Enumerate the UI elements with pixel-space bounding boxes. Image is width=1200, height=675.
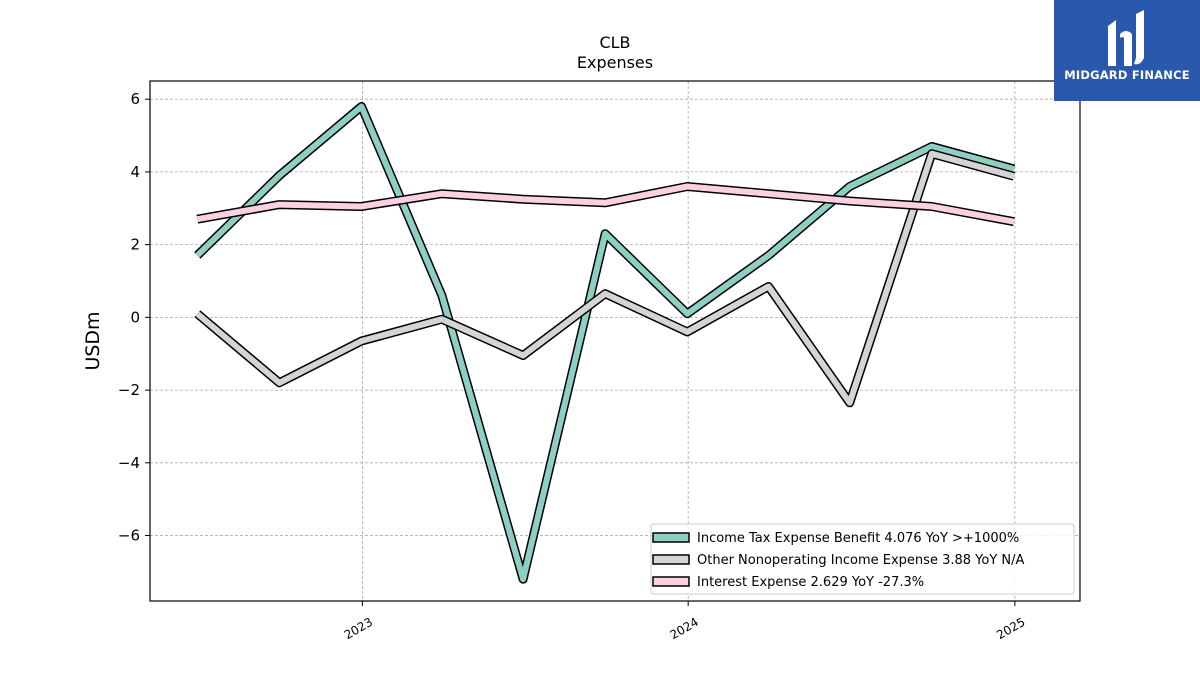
- legend-swatch-2: [652, 554, 690, 565]
- x-tick-label: 2023: [342, 615, 375, 642]
- y-tick-label: −4: [118, 454, 140, 472]
- y-tick-label: 6: [130, 90, 140, 108]
- y-tick-label: −2: [118, 381, 140, 399]
- series-line-2: [195, 150, 1015, 406]
- chart-title: CLB: [599, 33, 630, 52]
- series-line-3: [196, 183, 1015, 225]
- legend-box: [650, 523, 1075, 595]
- legend-label-1: Income Tax Expense Benefit 4.076 YoY >+1…: [697, 531, 1019, 546]
- x-tick-label: 2025: [994, 615, 1027, 642]
- series-outline-1: [194, 102, 1016, 584]
- logo-mark-icon: [1108, 10, 1144, 66]
- legend-swatch-3: [652, 576, 690, 587]
- y-tick-label: 0: [130, 308, 140, 326]
- y-tick-label: −6: [118, 527, 140, 545]
- series-line-1: [195, 103, 1015, 583]
- legend-swatch-1: [652, 532, 690, 543]
- logo-text: MIDGARD FINANCE: [1064, 68, 1190, 82]
- legend-label-2: Other Nonoperating Income Expense 3.88 Y…: [697, 553, 1025, 568]
- y-axis-label: USDm: [82, 311, 104, 370]
- chart-subtitle: Expenses: [577, 53, 653, 72]
- y-tick-label: 4: [130, 163, 140, 181]
- legend-label-3: Interest Expense 2.629 YoY -27.3%: [697, 575, 924, 590]
- brand-logo: MIDGARD FINANCE: [1054, 0, 1200, 101]
- legend: Income Tax Expense Benefit 4.076 YoY >+1…: [650, 523, 1075, 595]
- x-tick-label: 2024: [667, 615, 700, 642]
- y-tick-label: 2: [130, 236, 140, 254]
- plot-frame: [149, 80, 1081, 602]
